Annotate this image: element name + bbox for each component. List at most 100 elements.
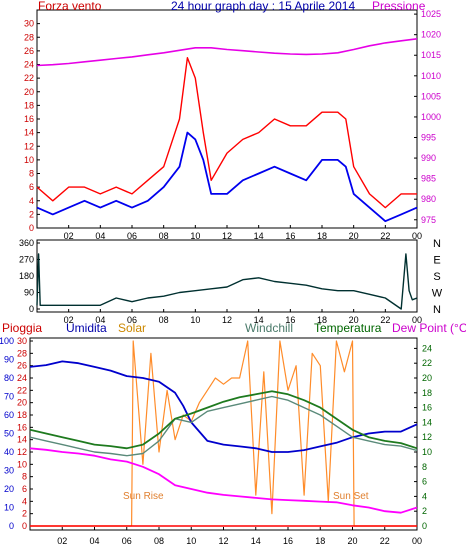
temp-y-label: 20: [422, 373, 432, 383]
pressure-y-label: 1000: [421, 112, 441, 122]
solar-y-label: 26: [17, 361, 27, 371]
direction-x-label: 00: [412, 315, 422, 325]
humidity-y-label: 80: [4, 373, 14, 383]
temp-y-label: 10: [422, 447, 432, 457]
pressure-y-label: 995: [421, 133, 436, 143]
temp-x-label: 22: [380, 536, 390, 546]
pressure-y-label: 975: [421, 215, 436, 225]
direction-compass-label: N: [433, 238, 441, 250]
wind-y-label: 22: [24, 73, 34, 83]
direction-x-label: 14: [254, 315, 264, 325]
wind-x-label: 12: [222, 231, 232, 241]
humidity-y-label: 60: [4, 410, 14, 420]
wind-y-label: 4: [29, 196, 34, 206]
direction-x-label: 20: [349, 315, 359, 325]
wind-x-label: 16: [285, 231, 295, 241]
solar-y-label: 12: [17, 447, 27, 457]
direction-x-label: 02: [64, 315, 74, 325]
wind-y-label: 6: [29, 182, 34, 192]
pressure-y-label: 1005: [421, 91, 441, 101]
solar-y-label: 30: [17, 336, 27, 346]
legend-temperature: Temperatura: [314, 321, 382, 335]
humidity-line: [29, 360, 418, 453]
direction-plot-frame: [36, 239, 418, 313]
temp-x-label: 02: [57, 536, 67, 546]
wind-avg-line: [36, 131, 418, 223]
temp-y-label: 22: [422, 358, 432, 368]
wind-x-label: 10: [190, 231, 200, 241]
direction-compass-label: N: [433, 304, 441, 316]
humidity-y-label: 30: [4, 466, 14, 476]
wind-x-label: 08: [159, 231, 169, 241]
temp-x-label: 14: [251, 536, 261, 546]
temp-y-label: 16: [422, 403, 432, 413]
wind-x-label: 04: [95, 231, 105, 241]
axes-layer: 0246810121416182022242628309759809859909…: [0, 9, 443, 546]
wind-axis-title: Forza vento: [38, 0, 102, 13]
direction-x-label: 18: [317, 315, 327, 325]
humidity-y-label: 40: [4, 447, 14, 457]
solar-y-label: 20: [17, 398, 27, 408]
temp-y-label: 4: [422, 491, 427, 501]
temp-x-label: 00: [412, 536, 422, 546]
pressure-axis-title: Pressione: [372, 0, 426, 13]
temp-y-label: 2: [422, 506, 427, 516]
solar-y-label: 0: [22, 521, 27, 531]
solar-y-label: 4: [22, 496, 27, 506]
temp-x-label: 18: [315, 536, 325, 546]
direction-x-label: 08: [159, 315, 169, 325]
wind-y-label: 30: [24, 19, 34, 29]
humidity-y-label: 100: [0, 336, 14, 346]
solar-y-label: 28: [17, 348, 27, 358]
pressure-y-label: 980: [421, 194, 436, 204]
temp-x-label: 12: [218, 536, 228, 546]
humidity-y-label: 20: [4, 484, 14, 494]
solar-y-label: 14: [17, 435, 27, 445]
direction-x-label: 22: [380, 315, 390, 325]
direction-y-label: 270: [19, 255, 34, 265]
wind-y-label: 18: [24, 100, 34, 110]
wind-y-label: 24: [24, 60, 34, 70]
legend-rain: Pioggia: [2, 321, 43, 335]
chart-title: 24 hour graph day : 15 Aprile 2014: [171, 0, 356, 13]
wind-y-label: 14: [24, 128, 34, 138]
solar-y-label: 16: [17, 422, 27, 432]
solar-y-label: 24: [17, 373, 27, 383]
pressure-y-label: 985: [421, 174, 436, 184]
solar-line: [30, 340, 417, 527]
temp-y-label: 14: [422, 417, 432, 427]
temp-x-label: 20: [347, 536, 357, 546]
direction-x-label: 16: [285, 315, 295, 325]
wind-plot-frame: [36, 9, 418, 229]
wind-x-label: 06: [127, 231, 137, 241]
direction-x-label: 04: [95, 315, 105, 325]
humidity-y-label: 10: [4, 503, 14, 513]
wind-y-label: 10: [24, 155, 34, 165]
humidity-y-label: 70: [4, 392, 14, 402]
direction-x-label: 06: [127, 315, 137, 325]
solar-y-label: 6: [22, 484, 27, 494]
wind-y-label: 28: [24, 32, 34, 42]
pressure-line: [36, 38, 418, 67]
legend-solar: Solar: [118, 321, 147, 335]
humidity-y-label: 0: [9, 521, 14, 531]
direction-x-label: 10: [190, 315, 200, 325]
wind-y-label: 8: [29, 169, 34, 179]
direction-x-label: 12: [222, 315, 232, 325]
temp-y-label: 6: [422, 477, 427, 487]
direction-y-label: 0: [29, 304, 34, 314]
wind-y-label: 0: [29, 223, 34, 233]
sunset-label: Sun Set: [333, 491, 369, 502]
solar-y-label: 2: [22, 509, 27, 519]
wind-x-label: 02: [64, 231, 74, 241]
temp-y-label: 12: [422, 432, 432, 442]
humidity-y-label: 50: [4, 429, 14, 439]
legend-dewpoint: Dew Point (°C): [392, 321, 466, 335]
temp-y-label: 18: [422, 388, 432, 398]
temp-x-label: 08: [154, 536, 164, 546]
wind-x-label: 14: [254, 231, 264, 241]
legend-humidity: Umidita: [66, 321, 107, 335]
pressure-y-label: 1020: [421, 30, 441, 40]
